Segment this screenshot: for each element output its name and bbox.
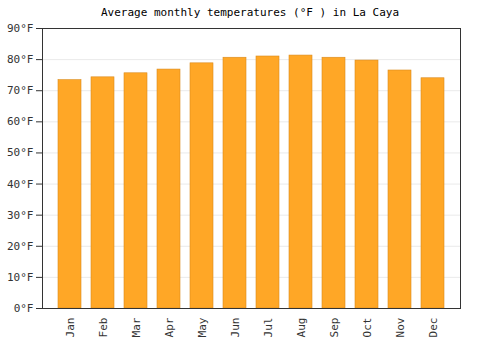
svg-text:Apr: Apr [163,317,176,337]
svg-text:10°F: 10°F [7,271,34,284]
svg-text:0°F: 0°F [14,302,34,315]
svg-text:Feb: Feb [97,318,110,338]
svg-text:20°F: 20°F [7,240,34,253]
svg-text:80°F: 80°F [7,53,34,66]
svg-text:Sep: Sep [328,318,341,338]
svg-text:Mar: Mar [130,317,143,337]
svg-text:Jan: Jan [64,318,77,338]
svg-text:May: May [196,317,209,337]
svg-text:40°F: 40°F [7,178,34,191]
svg-text:Dec: Dec [427,318,440,338]
svg-text:Nov: Nov [394,317,407,337]
svg-text:Jun: Jun [229,318,242,338]
svg-text:90°F: 90°F [7,22,34,35]
svg-text:70°F: 70°F [7,84,34,97]
svg-text:50°F: 50°F [7,146,34,159]
html-text:Average monthly temperatures (: Average monthly temperatures (°F ) in La… [101,6,399,19]
svg-text:30°F: 30°F [7,209,34,222]
svg-text:Aug: Aug [295,318,308,338]
svg-text:Oct: Oct [361,318,374,338]
svg-text:60°F: 60°F [7,115,34,128]
svg-text:Jul: Jul [262,318,275,338]
